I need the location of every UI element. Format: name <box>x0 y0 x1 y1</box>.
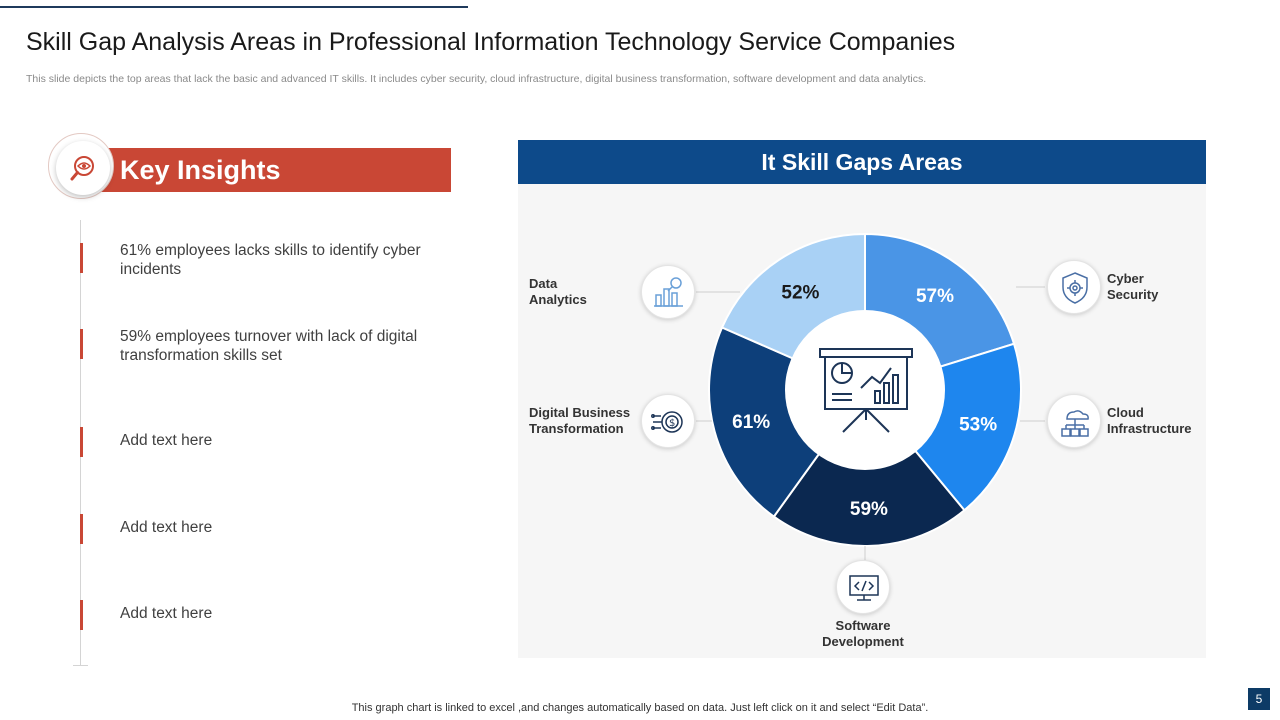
label-cyber-security: Cyber Security <box>1107 271 1158 303</box>
key-insights-title: Key Insights <box>120 155 281 185</box>
category-label-line: Analytics <box>529 292 587 307</box>
svg-text:$: $ <box>669 418 675 429</box>
slice-value-label: 59% <box>850 499 888 520</box>
slice-value-label: 57% <box>916 286 954 307</box>
label-data-analytics: Data Analytics <box>529 276 587 308</box>
insight-marker <box>80 329 83 359</box>
shield-gear-icon <box>1062 272 1088 304</box>
presentation-board-icon <box>819 348 913 433</box>
software-development-icon-circle <box>836 560 890 614</box>
bar-chart-search-icon <box>654 277 683 307</box>
slide-subtitle: This slide depicts the top areas that la… <box>26 73 927 85</box>
magnifier-eye-icon <box>70 156 94 181</box>
key-insights-banner <box>82 148 451 192</box>
category-label-line: Digital Business <box>529 405 631 420</box>
category-label-line: Security <box>1107 287 1159 302</box>
category-label-line: Development <box>822 634 904 649</box>
category-label-line: Cyber <box>1107 271 1144 286</box>
insight-text: 59% employees turnover with lack of digi… <box>120 328 418 364</box>
category-label-line: Software <box>835 618 891 633</box>
slice-value-label: 53% <box>959 415 997 436</box>
cloud-network-icon <box>1061 410 1089 437</box>
slice-value-label: 61% <box>732 412 770 433</box>
insight-text: Add text here <box>120 605 213 622</box>
insight-text: Add text here <box>120 519 213 536</box>
monitor-code-icon <box>849 575 879 601</box>
insight-marker <box>80 243 83 273</box>
donut-hole <box>785 310 945 470</box>
page-number: 5 <box>1248 688 1270 710</box>
top-rule <box>0 6 468 8</box>
label-software-development: Software Development <box>808 618 918 650</box>
digital-business-icon-circle: $ <box>641 394 695 448</box>
category-label-line: Transformation <box>529 421 624 436</box>
insight-text: Add text here <box>120 432 213 449</box>
gear-dollar-icon: $ <box>651 411 683 433</box>
data-analytics-icon-circle <box>641 265 695 319</box>
insight-marker <box>80 600 83 630</box>
insight-marker <box>80 427 83 457</box>
slide-title: Skill Gap Analysis Areas in Professional… <box>26 28 956 56</box>
chart-title: It Skill Gaps Areas <box>518 140 1206 184</box>
footer-note: This graph chart is linked to excel ,and… <box>351 702 929 714</box>
category-label-line: Cloud <box>1107 405 1144 420</box>
insight-text: 61% employees lacks skills to identify c… <box>120 242 421 278</box>
category-label-line: Infrastructure <box>1107 421 1192 436</box>
slice-value-label: 52% <box>781 282 819 303</box>
timeline-end <box>73 665 88 666</box>
key-insights-badge <box>56 141 110 195</box>
cyber-security-icon-circle <box>1047 260 1101 314</box>
insight-marker <box>80 514 83 544</box>
label-cloud-infrastructure: Cloud Infrastructure <box>1107 405 1192 437</box>
category-label-line: Data <box>529 276 558 291</box>
label-digital-business-transformation: Digital Business Transformation <box>529 405 630 437</box>
cloud-infrastructure-icon-circle <box>1047 394 1101 448</box>
